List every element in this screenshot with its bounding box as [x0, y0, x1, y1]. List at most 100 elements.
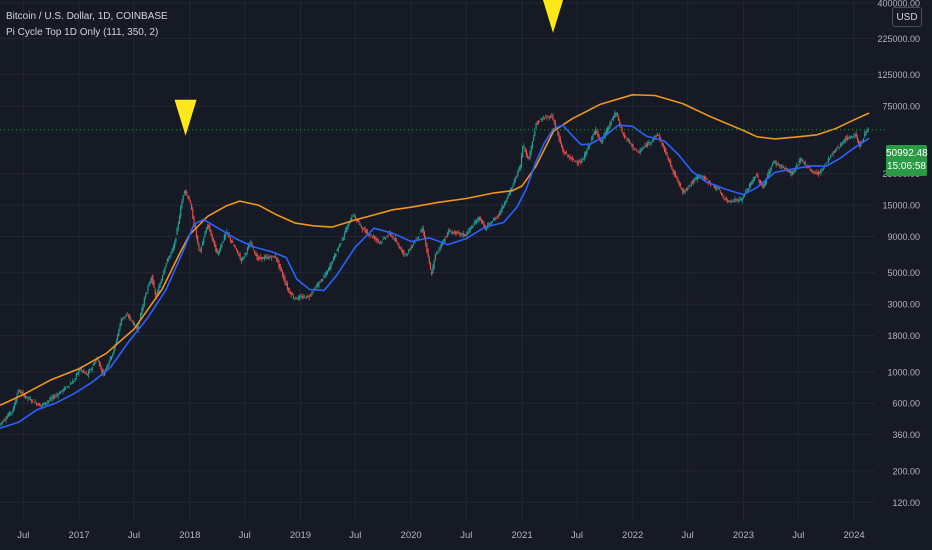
- time-tick-label: Jul: [128, 530, 140, 541]
- candle-body: [762, 184, 764, 188]
- candle-body: [262, 257, 264, 259]
- candle-body: [153, 281, 155, 288]
- candle-body: [718, 188, 720, 190]
- candle-body: [777, 163, 780, 165]
- candle-body: [143, 298, 145, 306]
- candle-body: [623, 134, 626, 137]
- candle-body: [448, 230, 450, 234]
- candle-body: [51, 397, 53, 399]
- candle-body: [115, 340, 118, 346]
- candle-body: [110, 356, 113, 360]
- candle-body: [479, 217, 481, 221]
- candle-body: [841, 144, 843, 146]
- candle-body: [363, 227, 365, 230]
- candle-body: [372, 235, 375, 238]
- candle-body: [440, 243, 443, 248]
- candle-body: [699, 174, 701, 176]
- candle-body: [409, 248, 411, 251]
- candle-body: [568, 154, 570, 158]
- candle-body: [221, 243, 223, 247]
- candle-body: [485, 227, 487, 230]
- candle-body: [657, 135, 660, 136]
- candle-body: [144, 295, 147, 298]
- candle-body: [97, 359, 99, 362]
- time-tick-label: 2020: [401, 530, 422, 541]
- candle-body: [729, 200, 731, 202]
- candle-body: [862, 138, 865, 142]
- bar-countdown: 15:06:58: [887, 161, 926, 172]
- currency-button[interactable]: USD: [892, 7, 922, 27]
- candle-body: [285, 282, 287, 286]
- candle-body: [512, 184, 514, 187]
- candle-body: [592, 135, 594, 138]
- candle-body: [797, 165, 799, 167]
- candle-body: [825, 163, 827, 165]
- candle-body: [307, 295, 309, 297]
- candle-body: [463, 233, 466, 236]
- candle-body: [223, 235, 225, 241]
- candle-body: [432, 266, 434, 274]
- candle-body: [602, 139, 604, 142]
- candle-body: [175, 238, 177, 243]
- candle-body: [507, 194, 509, 199]
- candle-body: [217, 251, 219, 255]
- candle-body: [482, 220, 484, 223]
- candle-body: [513, 180, 515, 184]
- candle-body: [614, 112, 616, 118]
- candle-body: [490, 223, 492, 226]
- candle-body: [11, 411, 13, 413]
- candle-body: [549, 116, 552, 118]
- candle-body: [547, 116, 549, 118]
- candle-body: [382, 238, 384, 240]
- candle-body: [533, 136, 535, 141]
- time-tick-label: Jul: [682, 530, 694, 541]
- candle-body: [163, 271, 165, 275]
- candle-body: [254, 250, 256, 254]
- price-axis[interactable]: 120.00 200.00 360.00 600.00 1000.00 1800.00 30…: [877, 0, 920, 508]
- candle-body: [149, 280, 151, 284]
- candle-body: [665, 149, 667, 154]
- candle-body: [689, 185, 691, 187]
- candle-body: [73, 381, 75, 383]
- candle-body: [286, 283, 289, 289]
- candle-body: [855, 134, 857, 137]
- candle-body: [543, 117, 546, 119]
- candle-body: [439, 247, 441, 249]
- candle-body: [281, 271, 284, 276]
- candle-body: [517, 170, 519, 176]
- candle-body: [495, 218, 497, 220]
- candle-body: [723, 197, 725, 199]
- time-axis[interactable]: Jul 2017 Jul 2018 Jul 2019 Jul 2020 Jul 2021 Jul 20…: [17, 530, 864, 541]
- candle-body: [100, 364, 102, 368]
- candle-body: [275, 257, 278, 260]
- candle-body: [174, 242, 176, 248]
- candle-body: [261, 257, 263, 260]
- candle-body: [577, 162, 580, 164]
- candle-body: [620, 125, 622, 128]
- candle-body: [184, 190, 187, 193]
- candle-body: [62, 389, 64, 392]
- indicator-label[interactable]: Pi Cycle Top 1D Only (111, 350, 2): [6, 27, 159, 38]
- candle-body: [283, 274, 285, 280]
- candle-body: [187, 195, 189, 199]
- candle-body: [628, 140, 631, 143]
- candle-body: [790, 171, 792, 174]
- candle-body: [702, 177, 704, 179]
- time-tick-label: Jul: [792, 530, 804, 541]
- candle-body: [622, 132, 624, 135]
- candle-body: [466, 232, 468, 236]
- candle-body: [638, 152, 640, 154]
- candle-body: [152, 275, 154, 285]
- candle-body: [394, 238, 396, 242]
- last-price-tag: 50992.48 15:06:58: [886, 145, 928, 176]
- candle-body: [63, 387, 65, 391]
- candle-body: [746, 190, 748, 192]
- candle-body: [33, 402, 35, 404]
- candle-body: [793, 170, 795, 172]
- candle-body: [842, 141, 844, 144]
- candle-body: [120, 319, 122, 326]
- time-tick-label: 2022: [622, 530, 643, 541]
- candle-body: [701, 175, 703, 177]
- candle-body: [359, 223, 361, 225]
